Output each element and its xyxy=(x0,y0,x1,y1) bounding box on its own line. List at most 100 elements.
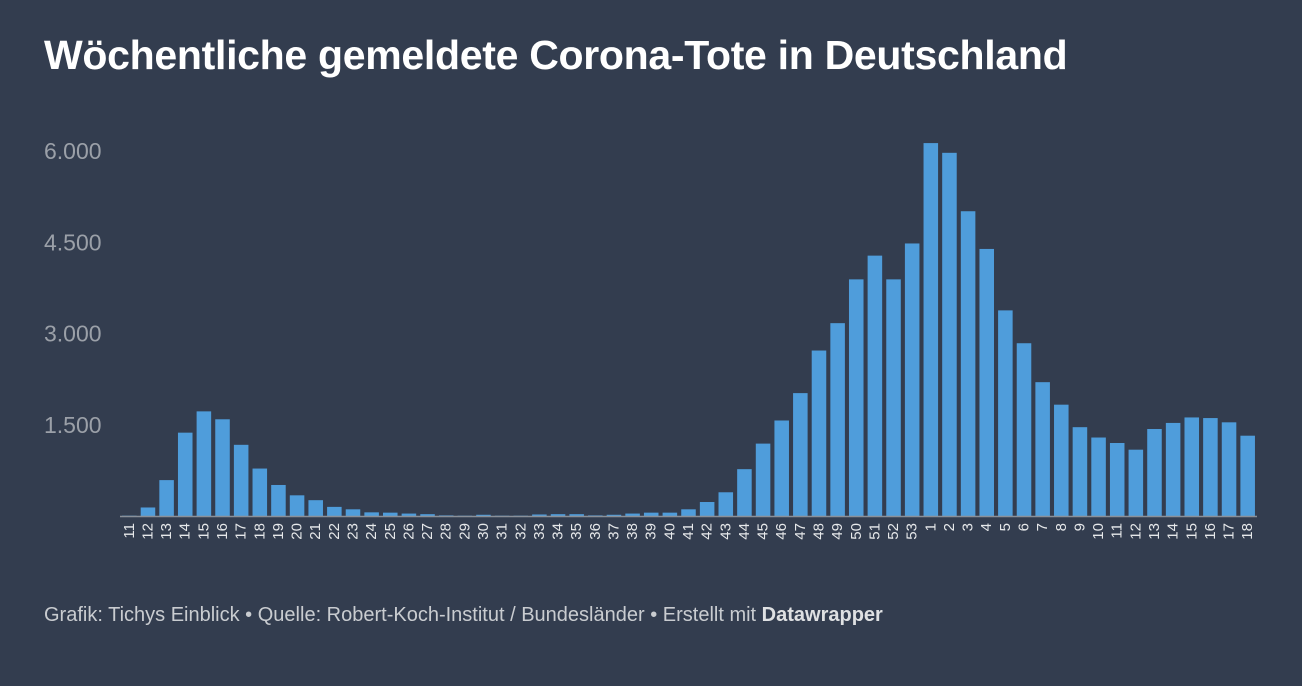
bar[interactable] xyxy=(1128,449,1144,516)
bar[interactable] xyxy=(1109,443,1125,516)
x-tick-label: 47 xyxy=(792,523,809,540)
bar[interactable] xyxy=(1165,422,1181,516)
bar[interactable] xyxy=(140,507,156,516)
bar[interactable] xyxy=(979,248,994,516)
x-axis: 11 12 13 14 15 16 17 18 19 20 21 22 23 24 25 26 27 28 29 30… xyxy=(121,523,1256,540)
bar[interactable] xyxy=(550,514,566,516)
bar[interactable] xyxy=(737,469,752,516)
bar[interactable] xyxy=(848,279,864,516)
x-tick-label: 6 xyxy=(1016,523,1033,531)
x-tick-label: 8 xyxy=(1053,523,1070,531)
x-tick-label: 44 xyxy=(736,523,753,540)
x-tick-label: 36 xyxy=(587,523,604,540)
bar[interactable] xyxy=(327,506,342,517)
x-tick-label: 4 xyxy=(978,523,995,531)
bar[interactable] xyxy=(364,512,379,516)
bar[interactable] xyxy=(438,515,454,516)
bar[interactable] xyxy=(345,509,361,516)
y-tick-label: 1.500 xyxy=(44,412,102,438)
bar[interactable] xyxy=(904,243,920,516)
x-tick-label: 19 xyxy=(270,523,287,540)
x-tick-label: 10 xyxy=(1090,523,1107,540)
bar[interactable] xyxy=(998,310,1013,516)
x-tick-label: 18 xyxy=(251,523,268,540)
bar[interactable] xyxy=(1147,429,1162,516)
bar[interactable] xyxy=(606,514,622,516)
y-tick-label: 4.500 xyxy=(44,229,102,255)
bar[interactable] xyxy=(774,420,789,516)
bar[interactable] xyxy=(1091,437,1106,516)
bar[interactable] xyxy=(942,152,957,516)
bar[interactable] xyxy=(588,515,603,516)
x-tick-label: 42 xyxy=(699,523,716,540)
bar[interactable] xyxy=(271,484,286,516)
bar[interactable] xyxy=(401,513,417,516)
bar[interactable] xyxy=(1221,422,1237,516)
bar[interactable] xyxy=(625,513,640,516)
bar[interactable] xyxy=(718,492,734,516)
x-tick-label: 17 xyxy=(233,523,250,540)
bar[interactable] xyxy=(699,502,715,516)
x-tick-label: 38 xyxy=(624,523,641,540)
x-tick-label: 33 xyxy=(531,523,548,540)
bar[interactable] xyxy=(960,211,976,517)
bar[interactable] xyxy=(1203,418,1218,516)
x-tick-label: 12 xyxy=(139,523,156,540)
bar[interactable] xyxy=(1072,427,1088,516)
bar[interactable] xyxy=(681,509,696,516)
bar[interactable] xyxy=(420,514,435,516)
footer-separator: • xyxy=(650,604,658,626)
footer-credit: Grafik: Tichys Einblick xyxy=(44,604,240,626)
x-tick-label: 9 xyxy=(1071,523,1088,531)
bars xyxy=(122,143,1255,517)
bar[interactable] xyxy=(1035,382,1050,516)
bar[interactable] xyxy=(662,512,678,516)
bar[interactable] xyxy=(532,514,547,516)
bar[interactable] xyxy=(643,512,659,516)
bar[interactable] xyxy=(233,444,249,516)
bar[interactable] xyxy=(1184,417,1200,516)
x-tick-label: 11 xyxy=(121,523,138,539)
bar[interactable] xyxy=(1240,435,1255,516)
bar[interactable] xyxy=(177,432,193,516)
x-tick-label: 30 xyxy=(475,523,492,540)
x-tick-label: 24 xyxy=(363,523,380,540)
bar[interactable] xyxy=(811,350,827,516)
x-tick-label: 16 xyxy=(214,523,231,540)
bar[interactable] xyxy=(289,495,305,516)
x-tick-label: 48 xyxy=(810,523,827,540)
x-tick-label: 17 xyxy=(1221,523,1238,540)
bar[interactable] xyxy=(569,514,584,516)
x-tick-label: 7 xyxy=(1034,523,1051,531)
bar[interactable] xyxy=(308,500,323,516)
bar[interactable] xyxy=(755,443,771,516)
bar[interactable] xyxy=(196,411,212,516)
x-tick-label: 12 xyxy=(1127,523,1144,540)
y-axis: 1.500 3.000 4.500 6.000 xyxy=(44,138,102,438)
x-tick-label: 20 xyxy=(289,523,306,540)
bar[interactable] xyxy=(215,419,230,516)
bar[interactable] xyxy=(252,468,268,516)
bar[interactable] xyxy=(830,323,845,516)
x-tick-label: 32 xyxy=(512,523,529,540)
x-tick-label: 14 xyxy=(1165,523,1182,540)
x-tick-label: 21 xyxy=(307,523,324,540)
bar[interactable] xyxy=(867,255,883,516)
x-tick-label: 22 xyxy=(326,523,343,540)
bar[interactable] xyxy=(923,143,939,516)
bar[interactable] xyxy=(383,512,398,516)
x-tick-label: 35 xyxy=(568,523,585,540)
bar[interactable] xyxy=(1016,343,1032,516)
bar[interactable] xyxy=(159,480,174,516)
bar[interactable] xyxy=(793,393,808,516)
x-tick-label: 23 xyxy=(344,523,361,540)
x-tick-label: 34 xyxy=(550,523,567,540)
bar[interactable] xyxy=(476,514,491,516)
x-tick-label: 13 xyxy=(158,523,175,540)
x-tick-label: 25 xyxy=(382,523,399,540)
footer-tool-name[interactable]: Datawrapper xyxy=(761,604,883,626)
x-tick-label: 11 xyxy=(1109,523,1126,539)
bar[interactable] xyxy=(886,279,901,516)
x-tick-label: 27 xyxy=(419,523,436,540)
bar[interactable] xyxy=(1054,404,1069,516)
